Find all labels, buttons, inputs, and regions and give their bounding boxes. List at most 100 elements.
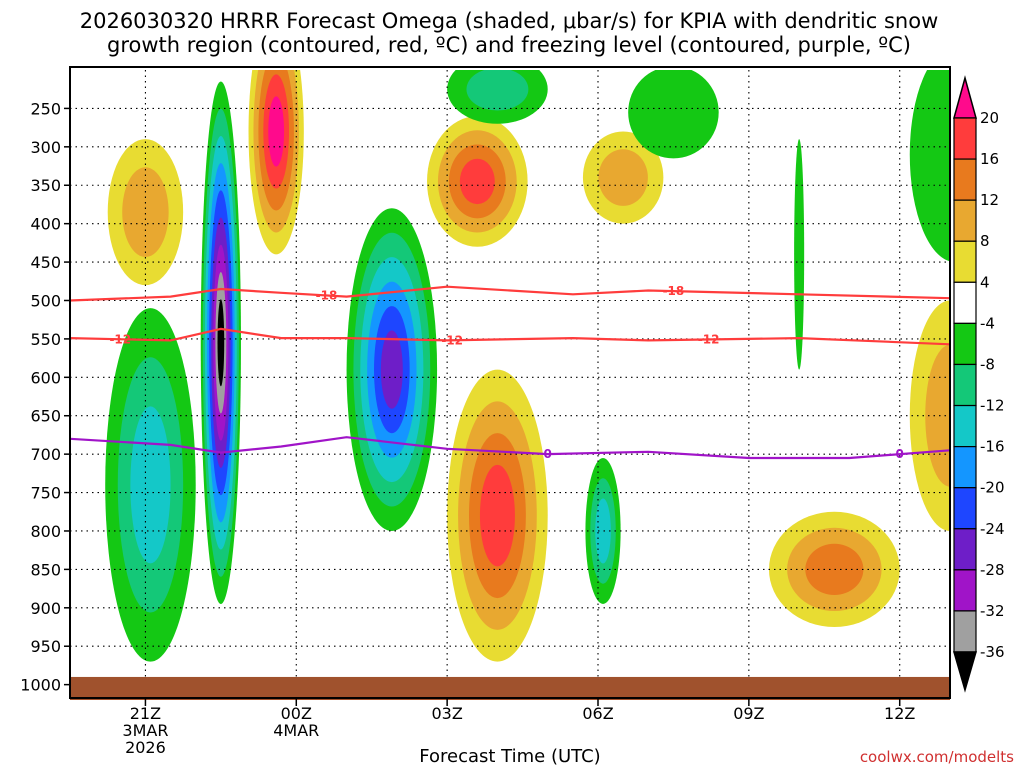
y-tick-label: 450 — [30, 253, 61, 272]
omega-feature-upper-descent-left — [107, 139, 184, 286]
colorbar-segment — [953, 281, 977, 324]
colorbar-segment — [953, 158, 977, 201]
omega-feature-ascent-800 — [585, 457, 621, 604]
colorbar-segment — [953, 610, 977, 653]
credit-text: coolwx.com/modelts — [860, 748, 1014, 766]
omega-feature-upper-descent-plume — [248, 70, 304, 255]
colorbar-tick-label: -36 — [980, 643, 1005, 661]
colorbar-tick-label: -16 — [980, 438, 1005, 456]
plot-area: -18 -18-12 -12 -120 0 — [70, 70, 950, 700]
isotherm-line — [70, 327, 950, 346]
omega-feature-ascent-far-right — [909, 70, 950, 262]
colorbar-segment — [953, 446, 977, 489]
isotherm-contour--12: -12 -12 -12 — [70, 327, 950, 347]
isotherm-label: -18 — [316, 288, 338, 302]
colorbar-segment — [953, 487, 977, 530]
colorbar-segment — [953, 404, 977, 448]
x-tick-label: 12Z — [884, 704, 915, 723]
omega-feature-lower-ascent-left — [105, 308, 196, 662]
omega-feature-descent-850 — [447, 369, 548, 662]
x-tick-label: 00Z — [281, 704, 312, 723]
y-tick-label: 600 — [30, 368, 61, 387]
isotherm-label: 0 — [544, 447, 552, 461]
omega-band--4 — [628, 70, 719, 159]
colorbar-tick-label: 12 — [980, 191, 999, 209]
omega-band-20 — [268, 96, 285, 167]
colorbar-bottom-arrow — [953, 651, 977, 693]
y-tick-label: 1000 — [20, 676, 61, 695]
y-tick-label: 700 — [30, 445, 61, 464]
y-tick-label: 800 — [30, 522, 61, 541]
colorbar-tick-label: -8 — [980, 355, 995, 373]
omega-band-12 — [805, 543, 864, 595]
colorbar-top-arrow — [953, 75, 977, 119]
y-tick-label: 400 — [30, 215, 61, 234]
y-tick-label: 300 — [30, 138, 61, 157]
omega-feature-strong-ascent-core — [200, 81, 241, 604]
x-tick-label: 21Z — [130, 704, 161, 723]
isotherm-label: -12 — [109, 332, 131, 346]
y-tick-label: 650 — [30, 407, 61, 426]
colorbar-tick-label: 4 — [980, 273, 990, 291]
colorbar-segment — [953, 363, 977, 407]
colorbar-tick-label: -24 — [980, 520, 1005, 538]
chart-title-line-1: 2026030320 HRRR Forecast Omega (shaded, … — [80, 9, 939, 33]
colorbar-segment — [953, 240, 977, 283]
isotherm-label: -12 — [698, 333, 720, 347]
x-tick-label: 06Z — [582, 704, 613, 723]
isotherm-contour--18: -18 -18 — [70, 284, 950, 302]
colorbar-segment — [953, 569, 977, 612]
y-tick-label: 850 — [30, 560, 61, 579]
y-axis: 250 300 350 400 450 500 550 600 650 700 750 800 850 9… — [20, 99, 70, 695]
chart-title-line-2: growth region (contoured, red, ºC) and f… — [107, 33, 911, 57]
x-tick-label: 4MAR — [273, 721, 319, 740]
omega-feature-ascent-upper-b — [628, 70, 719, 159]
colorbar-tick-label: 16 — [980, 150, 999, 168]
colorbar-tick-label: -28 — [980, 561, 1005, 579]
omega-band--24 — [380, 330, 403, 409]
y-tick-label: 950 — [30, 637, 61, 656]
omega-band--12 — [130, 406, 171, 564]
x-axis-label: Forecast Time (UTC) — [419, 746, 600, 767]
isotherm-label: -12 — [441, 333, 463, 347]
omega-feature-mid-ascent-right — [346, 208, 438, 531]
omega-band--8 — [466, 70, 529, 111]
colorbar-tick-label: -12 — [980, 397, 1005, 415]
y-tick-label: 900 — [30, 599, 61, 618]
colorbar-segment — [953, 117, 977, 160]
colorbar-tick-label: -4 — [980, 314, 995, 332]
isotherm-label: -18 — [663, 284, 685, 298]
omega-band--36 — [217, 299, 225, 387]
omega-feature-descent-850-b — [768, 511, 900, 628]
omega-colorbar: 20 16 12 8 4 -4 -8 -12 -16 -20 -24 -28 -32 -36 — [953, 75, 1005, 693]
x-tick-label: 2026 — [125, 738, 166, 757]
colorbar-tick-label: -20 — [980, 479, 1005, 497]
isotherm-line — [70, 436, 950, 460]
omega-band-8 — [122, 167, 169, 258]
y-tick-label: 500 — [30, 291, 61, 310]
plot-frame — [69, 66, 951, 699]
colorbar-tick-label: 8 — [980, 232, 990, 250]
omega-band-16 — [479, 464, 515, 567]
y-tick-label: 250 — [30, 99, 61, 118]
colorbar-tick-label: -32 — [980, 602, 1005, 620]
omega-band--4 — [909, 70, 950, 262]
isotherm-line — [70, 285, 950, 302]
y-tick-label: 550 — [30, 330, 61, 349]
omega-feature-descent-350-b — [582, 131, 664, 224]
y-tick-label: 750 — [30, 484, 61, 503]
x-tick-label: 03Z — [431, 704, 462, 723]
x-tick-label: 09Z — [733, 704, 764, 723]
colorbar-segment — [953, 528, 977, 571]
colorbar-segment — [953, 322, 977, 366]
isotherm-label: 0 — [896, 447, 904, 461]
ground-surface — [70, 676, 950, 700]
omega-feature-ascent-columns — [794, 139, 805, 370]
omega-feature-descent-350 — [427, 116, 528, 247]
omega-band--4 — [794, 139, 805, 370]
omega-band-8 — [598, 149, 648, 206]
colorbar-segment — [953, 199, 977, 242]
